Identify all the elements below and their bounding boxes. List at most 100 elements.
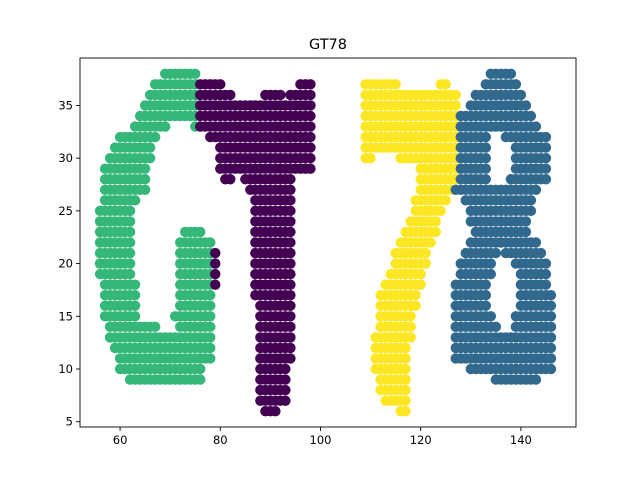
point-8 bbox=[540, 142, 552, 153]
point-g bbox=[205, 353, 216, 364]
point-g bbox=[124, 237, 136, 248]
point-8 bbox=[480, 300, 492, 311]
point-7 bbox=[400, 374, 411, 385]
point-8 bbox=[480, 279, 492, 290]
point-8 bbox=[525, 205, 537, 217]
point-g bbox=[129, 311, 141, 322]
point-7 bbox=[410, 290, 421, 301]
point-7 bbox=[365, 152, 376, 164]
point-7 bbox=[400, 405, 411, 417]
point-t bbox=[285, 290, 296, 301]
point-8 bbox=[545, 353, 557, 364]
point-7 bbox=[450, 100, 461, 111]
point-g bbox=[159, 121, 171, 132]
point-t bbox=[280, 384, 291, 396]
x-tick-label: 60 bbox=[113, 433, 128, 447]
point-t bbox=[280, 363, 291, 375]
point-8 bbox=[540, 152, 552, 164]
point-t bbox=[275, 89, 286, 101]
point-t bbox=[285, 268, 296, 280]
x-axis: 60 80 100 120 140 bbox=[113, 427, 532, 447]
point-7 bbox=[430, 216, 441, 227]
point-8 bbox=[510, 79, 522, 90]
y-tick-label: 15 bbox=[58, 309, 73, 323]
point-t bbox=[285, 216, 296, 227]
point-8 bbox=[545, 321, 557, 333]
point-t bbox=[225, 174, 236, 185]
point-g bbox=[205, 237, 216, 248]
point-8 bbox=[480, 142, 492, 153]
point-g bbox=[124, 216, 136, 227]
point-8 bbox=[520, 226, 532, 238]
point-7 bbox=[450, 89, 461, 101]
x-tick-label: 80 bbox=[213, 433, 228, 447]
point-t bbox=[305, 131, 316, 143]
y-axis: 5 10 15 20 25 30 35 bbox=[58, 98, 80, 429]
point-t bbox=[305, 79, 316, 90]
point-7 bbox=[400, 342, 411, 354]
point-t bbox=[210, 279, 221, 290]
y-tick-label: 25 bbox=[58, 204, 73, 218]
point-g bbox=[139, 184, 151, 195]
point-g bbox=[205, 321, 216, 333]
point-t bbox=[210, 247, 221, 259]
point-7 bbox=[440, 195, 451, 206]
point-t bbox=[270, 405, 281, 417]
point-8 bbox=[525, 110, 537, 122]
point-8 bbox=[490, 247, 502, 259]
y-tick-label: 10 bbox=[58, 362, 73, 376]
point-7 bbox=[405, 321, 416, 333]
point-8 bbox=[540, 131, 552, 143]
point-t bbox=[210, 258, 221, 269]
point-7 bbox=[440, 79, 451, 90]
point-t bbox=[285, 247, 296, 259]
point-t bbox=[285, 300, 296, 311]
point-t bbox=[285, 279, 296, 290]
point-t bbox=[285, 321, 296, 333]
point-8 bbox=[480, 174, 492, 185]
point-7 bbox=[420, 247, 431, 259]
axes-frame bbox=[79, 57, 577, 428]
point-g bbox=[190, 68, 201, 80]
point-8 bbox=[480, 163, 492, 174]
point-8 bbox=[545, 363, 557, 375]
point-7 bbox=[400, 384, 411, 396]
point-8 bbox=[540, 174, 552, 185]
point-8 bbox=[530, 374, 542, 385]
point-8 bbox=[520, 216, 532, 227]
y-tick-label: 30 bbox=[58, 151, 73, 165]
point-7 bbox=[415, 279, 426, 290]
point-8 bbox=[525, 195, 537, 206]
point-8 bbox=[505, 68, 517, 80]
point-8 bbox=[540, 268, 552, 280]
point-8 bbox=[480, 131, 492, 143]
point-t bbox=[305, 110, 316, 122]
data-points bbox=[94, 68, 557, 417]
x-tick-label: 100 bbox=[310, 433, 332, 447]
point-8 bbox=[545, 300, 557, 311]
point-t bbox=[305, 89, 316, 101]
point-8 bbox=[545, 290, 557, 301]
point-7 bbox=[435, 205, 446, 217]
plot-area bbox=[94, 68, 557, 417]
point-t bbox=[285, 342, 296, 354]
point-t bbox=[285, 311, 296, 322]
point-g bbox=[144, 142, 156, 153]
point-7 bbox=[400, 363, 411, 375]
point-t bbox=[305, 121, 316, 132]
point-8 bbox=[490, 321, 502, 333]
point-t bbox=[305, 142, 316, 153]
point-8 bbox=[530, 237, 542, 248]
point-7 bbox=[420, 258, 431, 269]
point-8 bbox=[535, 247, 547, 259]
point-8 bbox=[480, 152, 492, 164]
point-t bbox=[285, 184, 296, 195]
point-8 bbox=[545, 311, 557, 322]
point-7 bbox=[410, 300, 421, 311]
point-g bbox=[124, 226, 136, 238]
point-g bbox=[195, 226, 206, 238]
point-g bbox=[149, 131, 161, 143]
point-7 bbox=[405, 332, 416, 343]
point-7 bbox=[425, 237, 436, 248]
